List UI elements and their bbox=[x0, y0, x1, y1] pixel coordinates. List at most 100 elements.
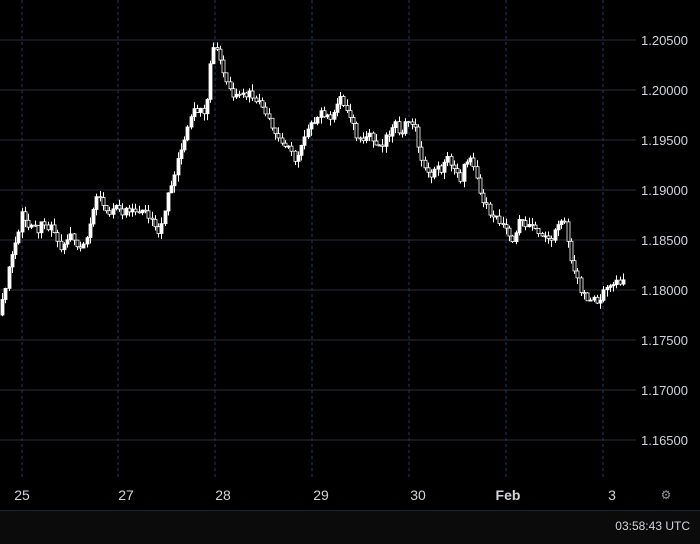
candle-body bbox=[527, 224, 532, 228]
candle-body bbox=[569, 240, 574, 262]
candle-body bbox=[540, 233, 545, 237]
candle-body bbox=[111, 208, 116, 215]
candle-body bbox=[384, 134, 389, 147]
candle-body bbox=[85, 237, 90, 245]
candle-body bbox=[403, 121, 408, 134]
candle-body bbox=[65, 239, 70, 245]
candle-body bbox=[579, 277, 584, 294]
candle-body bbox=[439, 165, 444, 173]
candle-body bbox=[390, 127, 395, 137]
price-axis[interactable]: 1.20500 1.20000 1.19500 1.19000 1.18500 1.180… bbox=[641, 33, 688, 448]
candle-body bbox=[572, 260, 577, 272]
status-bar: 03:58:43 UTC bbox=[0, 510, 700, 544]
candle-body bbox=[387, 134, 392, 137]
time-axis[interactable]: 25 27 28 29 30 Feb 3 bbox=[14, 487, 616, 503]
candle-body bbox=[221, 59, 226, 74]
candle-body bbox=[455, 168, 460, 174]
candle-body bbox=[273, 127, 278, 135]
y-tick-label: 1.17500 bbox=[641, 333, 688, 348]
candle-body bbox=[494, 215, 499, 218]
candle-body bbox=[78, 246, 83, 249]
candle-body bbox=[354, 123, 359, 139]
candle-body bbox=[146, 210, 151, 219]
x-tick-label: 25 bbox=[14, 487, 30, 503]
candle-body bbox=[556, 224, 561, 231]
candle-body bbox=[296, 154, 301, 162]
candle-body bbox=[117, 205, 122, 210]
candle-body bbox=[601, 289, 606, 301]
candle-body bbox=[588, 299, 593, 302]
candle-body bbox=[325, 114, 330, 118]
candle-body bbox=[231, 88, 236, 98]
candle-body bbox=[322, 110, 327, 118]
candle-body bbox=[205, 98, 210, 115]
candle-body bbox=[549, 238, 554, 241]
x-tick-label: 30 bbox=[410, 487, 426, 503]
candle-body bbox=[156, 226, 161, 234]
candle-body bbox=[445, 155, 450, 163]
candle-body bbox=[36, 224, 41, 234]
candle-body bbox=[224, 72, 229, 83]
chart-canvas[interactable]: 1.20500 1.20000 1.19500 1.19000 1.18500 1.180… bbox=[0, 0, 700, 510]
candle-body bbox=[501, 223, 506, 225]
candle-body bbox=[91, 209, 96, 225]
candle-body bbox=[247, 90, 252, 98]
candle-body bbox=[234, 93, 239, 98]
candle-body bbox=[49, 224, 54, 231]
utc-clock[interactable]: 03:58:43 UTC bbox=[615, 519, 690, 533]
candle-body bbox=[280, 137, 285, 144]
candle-body bbox=[166, 192, 171, 212]
candle-body bbox=[94, 196, 99, 210]
candle-body bbox=[410, 121, 415, 125]
candle-body bbox=[150, 217, 155, 220]
candle-body bbox=[293, 150, 298, 162]
candle-body bbox=[254, 97, 259, 103]
candle-body bbox=[257, 100, 262, 103]
candle-body bbox=[393, 121, 398, 129]
candle-body bbox=[244, 92, 249, 98]
candle-body bbox=[26, 219, 31, 228]
candle-body bbox=[312, 122, 317, 125]
y-tick-label: 1.18500 bbox=[641, 233, 688, 248]
candle-body bbox=[351, 117, 356, 124]
candle-body bbox=[348, 110, 353, 118]
candle-body bbox=[364, 136, 369, 142]
candle-body bbox=[202, 107, 207, 115]
candle-body bbox=[52, 224, 57, 233]
candle-body bbox=[182, 139, 187, 151]
candle-body bbox=[306, 128, 311, 138]
candle-body bbox=[468, 157, 473, 163]
candle-body bbox=[107, 210, 112, 215]
candle-body bbox=[471, 157, 476, 168]
candle-body bbox=[465, 161, 470, 165]
candle-body bbox=[237, 93, 242, 96]
candle-body bbox=[413, 123, 418, 128]
gear-icon[interactable]: ⚙ bbox=[660, 488, 672, 502]
x-tick-label: 29 bbox=[313, 487, 329, 503]
candle-body bbox=[88, 223, 93, 239]
y-tick-label: 1.19500 bbox=[641, 133, 688, 148]
price-chart[interactable]: 1.20500 1.20000 1.19500 1.19000 1.18500 1.180… bbox=[0, 0, 700, 510]
candle-body bbox=[608, 285, 613, 288]
candle-body bbox=[533, 224, 538, 229]
candle-body bbox=[341, 96, 346, 106]
candle-body bbox=[263, 106, 268, 115]
y-tick-label: 1.18000 bbox=[641, 283, 688, 298]
candle-body bbox=[523, 220, 528, 228]
y-tick-label: 1.16500 bbox=[641, 433, 688, 448]
candle-body bbox=[72, 233, 77, 241]
candle-body bbox=[172, 174, 177, 187]
candle-body bbox=[286, 145, 291, 148]
candle-body bbox=[163, 210, 168, 225]
candle-body bbox=[358, 137, 363, 140]
candle-body bbox=[481, 192, 486, 204]
candle-body bbox=[517, 219, 522, 234]
candle-body bbox=[371, 132, 376, 142]
candle-body bbox=[484, 202, 489, 205]
candle-body bbox=[585, 292, 590, 302]
candle-body bbox=[114, 205, 119, 210]
candle-body bbox=[328, 114, 333, 120]
candle-body bbox=[133, 208, 138, 213]
candle-body bbox=[81, 243, 86, 249]
candle-body bbox=[192, 108, 197, 118]
